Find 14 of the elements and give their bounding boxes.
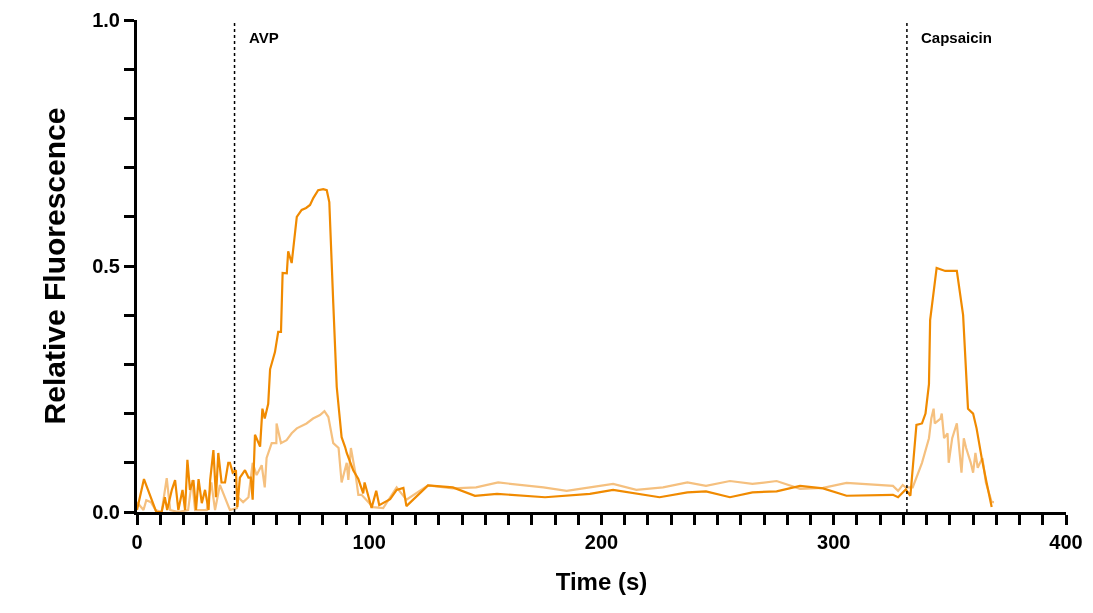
x-tick-label: 0	[131, 531, 143, 553]
ref-line-label: Capsaicin	[921, 29, 992, 46]
y-tick-label: 1.0	[92, 9, 120, 31]
x-tick-label: 200	[584, 531, 619, 553]
x-tick-label: 400	[1049, 531, 1083, 553]
y-axis-title: Relative Fluorescence	[38, 107, 72, 425]
line-series	[137, 188, 993, 512]
y-tick-label: 0.5	[92, 255, 120, 277]
line-series	[137, 407, 996, 512]
ref-line-label: AVP	[249, 29, 279, 46]
x-tick-label: 300	[817, 531, 851, 553]
x-axis-title: Time (s)	[555, 568, 648, 596]
y-tick-label: 0.0	[92, 501, 120, 523]
x-tick-label: 100	[352, 531, 386, 553]
